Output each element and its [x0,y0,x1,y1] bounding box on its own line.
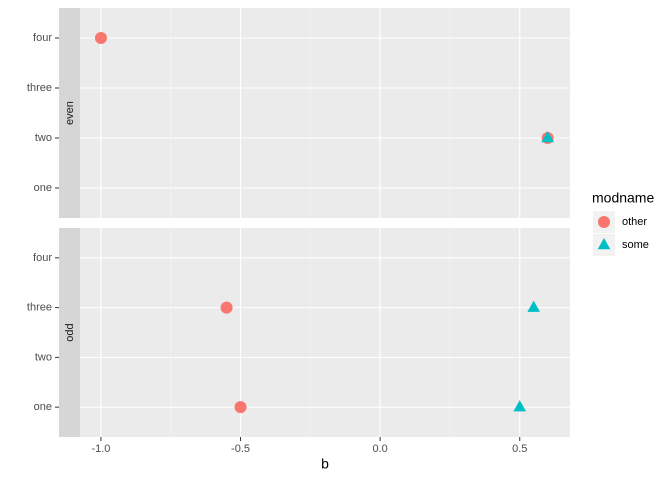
strip [59,8,80,218]
point [527,300,541,312]
y-tick-label: two [35,132,52,144]
point [94,32,107,44]
x-tick-label: -0.5 [231,443,250,455]
legend-label: other [622,216,647,228]
panel-background [80,8,570,218]
point [220,301,233,314]
strip-label: odd [64,323,76,341]
y-tick-label: four [33,252,52,264]
y-tick-label: two [35,351,52,363]
strip [59,228,80,437]
x-tick-label: -1.0 [91,443,110,455]
point [513,400,527,412]
point [541,131,554,143]
x-axis-title: b [321,456,329,472]
x-tick-label: 0.0 [372,443,387,455]
strip-label: even [64,101,76,125]
y-tick-label: one [34,182,52,194]
panel-background [80,228,570,437]
y-tick-label: three [27,302,52,314]
legend-symbol [597,238,611,250]
legend-title: modname [592,190,654,206]
y-tick-label: one [34,401,52,413]
legend-symbol [598,216,610,228]
legend-label: some [622,239,649,251]
point [234,401,247,414]
y-tick-label: four [33,32,52,44]
y-tick-label: three [27,82,52,94]
x-tick-label: 0.5 [512,443,527,455]
